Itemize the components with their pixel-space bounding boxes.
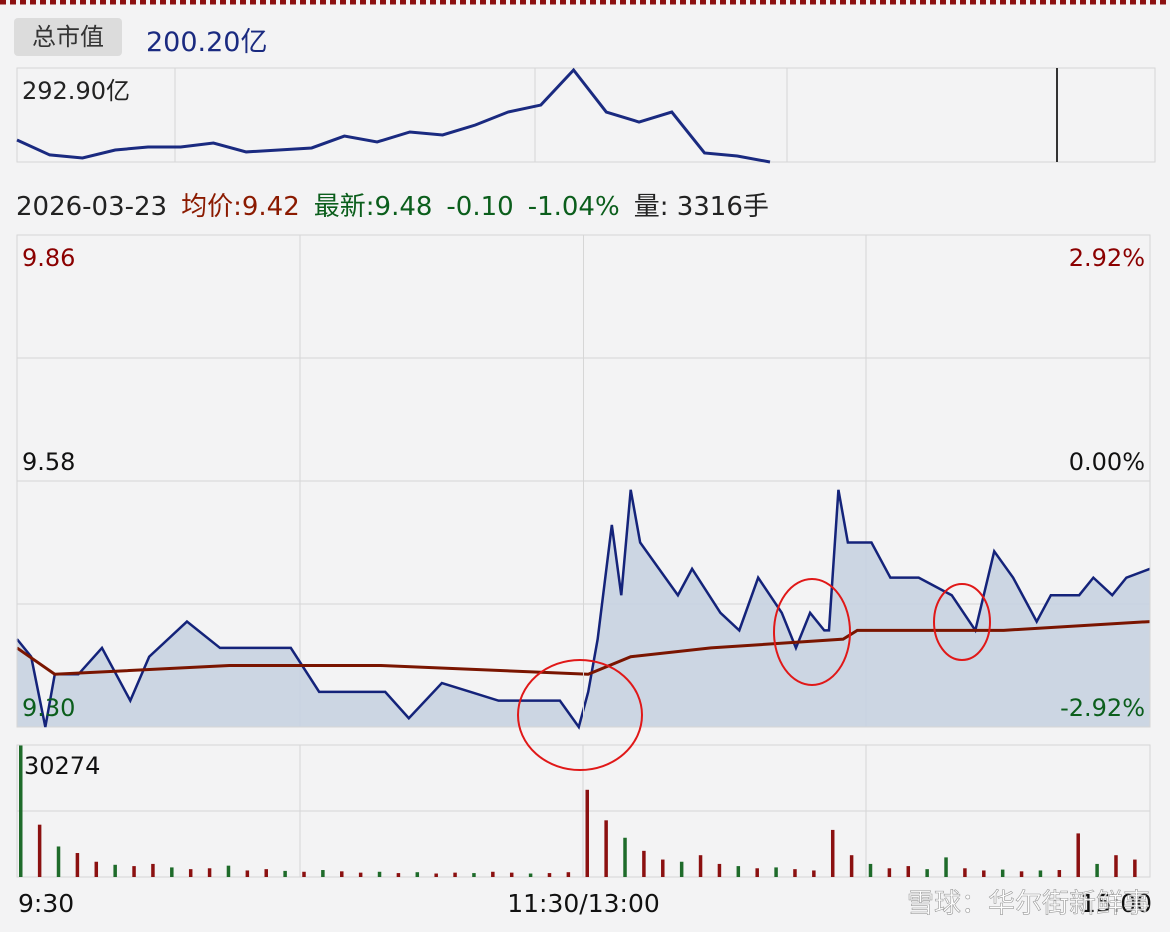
volume-bar: [585, 789, 589, 877]
annotation-circle: [773, 578, 851, 686]
volume-bar: [434, 873, 438, 877]
volume-bar: [132, 866, 136, 877]
volume-bar: [623, 837, 627, 877]
volume-bar: [1114, 855, 1118, 877]
volume-bar: [604, 820, 608, 877]
quote-date: 2026-03-23: [16, 192, 168, 222]
volume-bar: [793, 869, 797, 877]
volume-bar: [661, 859, 665, 877]
volume-bar: [812, 870, 816, 877]
volume-bar: [944, 857, 948, 877]
volume-bar: [1038, 870, 1043, 877]
volume-bar: [491, 871, 495, 877]
volume-bar: [679, 861, 684, 877]
volume-bar: [321, 870, 325, 877]
volume-bar: [925, 869, 929, 877]
volume-bar: [698, 855, 703, 877]
x-tick-label: 15:00: [1080, 889, 1152, 918]
price-area: [17, 489, 1150, 727]
market-cap-max-label: 292.90亿: [22, 77, 130, 105]
volume-bar: [283, 870, 287, 877]
y-tick-label: 9.86: [22, 244, 75, 272]
volume-bar: [642, 850, 646, 877]
market-cap-label: 总市值: [14, 18, 122, 56]
volume-bar: [94, 861, 99, 877]
y-tick-label: 9.30: [22, 694, 75, 722]
volume-bar: [963, 868, 967, 877]
volume-bar: [887, 868, 892, 877]
annotation-circle: [933, 583, 991, 661]
volume-bar: [1133, 859, 1137, 877]
volume-bar: [982, 870, 986, 877]
plot: 292.90亿 9.30 9.58 9.86 -2.92% 0.00% 2.92% 9:30 1…: [16, 67, 1152, 918]
volume-bar: [547, 873, 552, 877]
hand-annotations: [517, 578, 991, 771]
average-line: [16, 620, 1151, 676]
volume-bar: [472, 873, 476, 877]
volume-bar: [396, 873, 401, 877]
x-tick-label: 9:30: [18, 889, 74, 918]
volume-bar: [340, 871, 344, 877]
volume-bar: [358, 872, 363, 877]
volume-bar: [170, 867, 174, 877]
volume-bar: [1019, 871, 1024, 877]
volume-bar: [717, 863, 722, 877]
quote-line: 2026-03-23 均价:9.42 最新:9.48 -0.10 -1.04% 量: 33…: [16, 186, 783, 223]
y2-tick-label: 2.92%: [1069, 244, 1145, 272]
y-tick-label: 9.58: [22, 448, 75, 476]
quote-volume: 量: 3316手: [633, 192, 769, 222]
volume-bar: [415, 872, 420, 877]
quote-avg: 均价:9.42: [181, 192, 300, 222]
cap-frame: [16, 67, 1156, 163]
volume-bar: [774, 867, 778, 877]
volume-bar: [755, 868, 759, 877]
volume-bar: [1095, 863, 1099, 877]
volume-bar: [207, 868, 212, 877]
volume-bar: [453, 872, 457, 877]
volume-bar: [264, 869, 268, 877]
market-cap-value: 200.20亿: [146, 27, 268, 58]
price-line: [16, 489, 1151, 730]
volume-bar: [113, 864, 117, 877]
y2-tick-label: 0.00%: [1069, 448, 1145, 476]
volume-bar: [1000, 869, 1005, 877]
annotation-circle: [517, 659, 643, 771]
volume-bar: [245, 870, 250, 877]
y-tick-label: 30274: [24, 752, 100, 780]
x-tick-label: 11:30/13:00: [507, 889, 660, 918]
volume-bar: [302, 871, 306, 877]
watermark: 雪球：华尔街新鲜事: [907, 889, 1150, 920]
market-cap-line: [16, 67, 771, 164]
volume-bar: [19, 745, 23, 877]
frames: [16, 67, 1156, 878]
volume-bar: [849, 855, 854, 877]
volume-bar: [377, 871, 382, 877]
volume-bar: [868, 863, 873, 877]
volume-bar: [1076, 833, 1080, 877]
volume-bar: [37, 824, 42, 877]
y2-tick-label: -2.92%: [1060, 694, 1145, 722]
volume-bar: [566, 872, 571, 877]
quote-change: -0.10: [446, 192, 514, 222]
quote-latest: 最新:9.48: [313, 192, 433, 222]
volume-bar: [56, 846, 61, 877]
volume-bar: [830, 829, 835, 877]
volume-bar: [1057, 870, 1062, 877]
volume-bar: [188, 869, 193, 877]
volume-bar: [906, 866, 911, 877]
quote-change-pct: -1.04%: [527, 192, 620, 222]
volume-bar: [509, 872, 514, 877]
volume-bar: [151, 863, 155, 877]
volume-bar: [75, 853, 80, 877]
volume-bar: [736, 866, 741, 877]
volume-bar: [226, 865, 231, 877]
volume-bar: [528, 873, 533, 877]
